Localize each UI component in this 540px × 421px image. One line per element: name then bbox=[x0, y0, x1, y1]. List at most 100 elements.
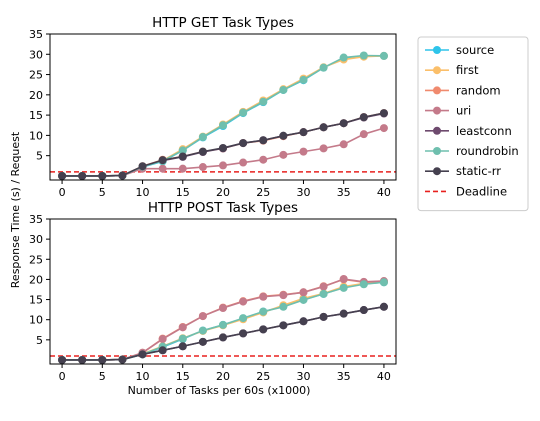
data-point-static-rr bbox=[339, 309, 348, 318]
data-point-uri bbox=[219, 161, 227, 170]
data-point-static-rr bbox=[78, 355, 87, 364]
y-axis-label: Response Time (s) / Request bbox=[9, 131, 22, 288]
data-point-roundrobin bbox=[359, 51, 368, 60]
series-line-first bbox=[62, 55, 384, 177]
data-point-static-rr bbox=[178, 342, 187, 351]
data-point-static-rr bbox=[379, 302, 388, 311]
legend-marker bbox=[433, 86, 441, 95]
data-point-static-rr bbox=[98, 171, 107, 180]
y-tick-label: 30 bbox=[29, 233, 43, 246]
get-panel: HTTP GET Task Types 0 5 10 15 20 25 30 35 40 5 10 15… bbox=[29, 15, 397, 199]
data-point-uri bbox=[299, 147, 308, 156]
data-point-static-rr bbox=[178, 152, 187, 161]
data-point-static-rr bbox=[98, 355, 107, 364]
data-point-static-rr bbox=[279, 321, 288, 330]
data-point-static-rr bbox=[239, 329, 248, 338]
y-tick-label: 10 bbox=[29, 314, 43, 327]
data-point-uri bbox=[339, 275, 348, 284]
chart-title: HTTP POST Task Types bbox=[148, 200, 298, 216]
x-tick-label: 10 bbox=[136, 370, 150, 383]
x-tick-label: 25 bbox=[256, 370, 270, 383]
data-point-roundrobin bbox=[198, 326, 207, 335]
data-point-roundrobin bbox=[339, 53, 348, 62]
data-point-uri bbox=[219, 304, 227, 313]
data-point-roundrobin bbox=[219, 121, 227, 130]
y-tick-label: 10 bbox=[29, 129, 43, 142]
data-point-uri bbox=[319, 144, 328, 153]
x-tick-label: 20 bbox=[216, 370, 230, 383]
data-point-static-rr bbox=[259, 136, 268, 145]
x-tick-label: 15 bbox=[176, 186, 190, 199]
data-point-static-rr bbox=[219, 333, 227, 342]
y-tick-label: 30 bbox=[29, 48, 43, 61]
data-point-static-rr bbox=[279, 131, 288, 140]
x-tick-label: 0 bbox=[59, 186, 66, 199]
data-point-uri bbox=[239, 297, 248, 306]
data-point-uri bbox=[178, 323, 187, 332]
data-point-roundrobin bbox=[299, 295, 308, 304]
y-tick-label: 15 bbox=[29, 109, 43, 122]
legend-marker bbox=[433, 126, 441, 135]
y-tick-label: 20 bbox=[29, 273, 43, 286]
legend-label: first bbox=[456, 63, 479, 77]
data-point-roundrobin bbox=[339, 283, 348, 292]
y-tick-label: 35 bbox=[29, 213, 43, 226]
data-point-uri bbox=[158, 335, 167, 344]
data-point-roundrobin bbox=[359, 280, 368, 289]
data-point-static-rr bbox=[259, 325, 268, 334]
series-line-uri bbox=[62, 278, 384, 361]
data-point-static-rr bbox=[138, 350, 147, 359]
data-point-static-rr bbox=[319, 312, 328, 321]
data-point-uri bbox=[178, 164, 187, 173]
y-tick-label: 5 bbox=[36, 334, 43, 347]
x-tick-label: 30 bbox=[296, 370, 310, 383]
x-tick-label: 5 bbox=[99, 186, 106, 199]
data-point-roundrobin bbox=[239, 314, 248, 323]
data-point-static-rr bbox=[118, 355, 127, 364]
data-point-uri bbox=[198, 163, 207, 172]
x-tick-label: 35 bbox=[337, 370, 351, 383]
data-point-roundrobin bbox=[239, 108, 248, 117]
series-line-source bbox=[62, 55, 384, 177]
x-tick-label: 15 bbox=[176, 370, 190, 383]
data-point-static-rr bbox=[239, 139, 248, 148]
data-point-uri bbox=[239, 158, 248, 167]
legend-label: Deadline bbox=[456, 184, 507, 198]
x-tick-label: 25 bbox=[256, 186, 270, 199]
data-point-roundrobin bbox=[319, 63, 328, 72]
legend-label: static-rr bbox=[456, 164, 501, 178]
data-point-roundrobin bbox=[259, 97, 268, 106]
data-point-static-rr bbox=[299, 317, 308, 326]
y-tick-label: 20 bbox=[29, 89, 43, 102]
x-tick-label: 35 bbox=[337, 186, 351, 199]
y-tick-label: 25 bbox=[29, 253, 43, 266]
data-point-roundrobin bbox=[379, 278, 388, 287]
y-tick-label: 25 bbox=[29, 69, 43, 82]
legend-marker bbox=[433, 167, 441, 176]
series-line-first bbox=[62, 281, 384, 361]
legend-label: leastconn bbox=[456, 124, 512, 138]
data-point-roundrobin bbox=[279, 302, 288, 311]
data-point-uri bbox=[198, 312, 207, 321]
data-point-uri bbox=[259, 292, 268, 301]
data-point-uri bbox=[299, 288, 308, 297]
x-tick-label: 20 bbox=[216, 186, 230, 199]
x-tick-label: 0 bbox=[59, 370, 66, 383]
data-point-roundrobin bbox=[219, 320, 227, 329]
x-tick-label: 10 bbox=[136, 186, 150, 199]
legend-label: uri bbox=[456, 104, 471, 118]
series-line-random bbox=[62, 278, 384, 361]
data-point-roundrobin bbox=[259, 307, 268, 316]
legend-frame bbox=[417, 36, 529, 212]
chart-title: HTTP GET Task Types bbox=[152, 15, 294, 31]
x-tick-label: 30 bbox=[296, 186, 310, 199]
data-point-static-rr bbox=[359, 113, 368, 122]
data-point-static-rr bbox=[158, 156, 167, 165]
x-tick-label: 5 bbox=[99, 370, 106, 383]
data-point-static-rr bbox=[58, 171, 67, 180]
data-point-static-rr bbox=[379, 109, 388, 118]
data-point-static-rr bbox=[299, 128, 308, 137]
data-point-uri bbox=[319, 282, 328, 291]
data-point-roundrobin bbox=[319, 289, 328, 298]
